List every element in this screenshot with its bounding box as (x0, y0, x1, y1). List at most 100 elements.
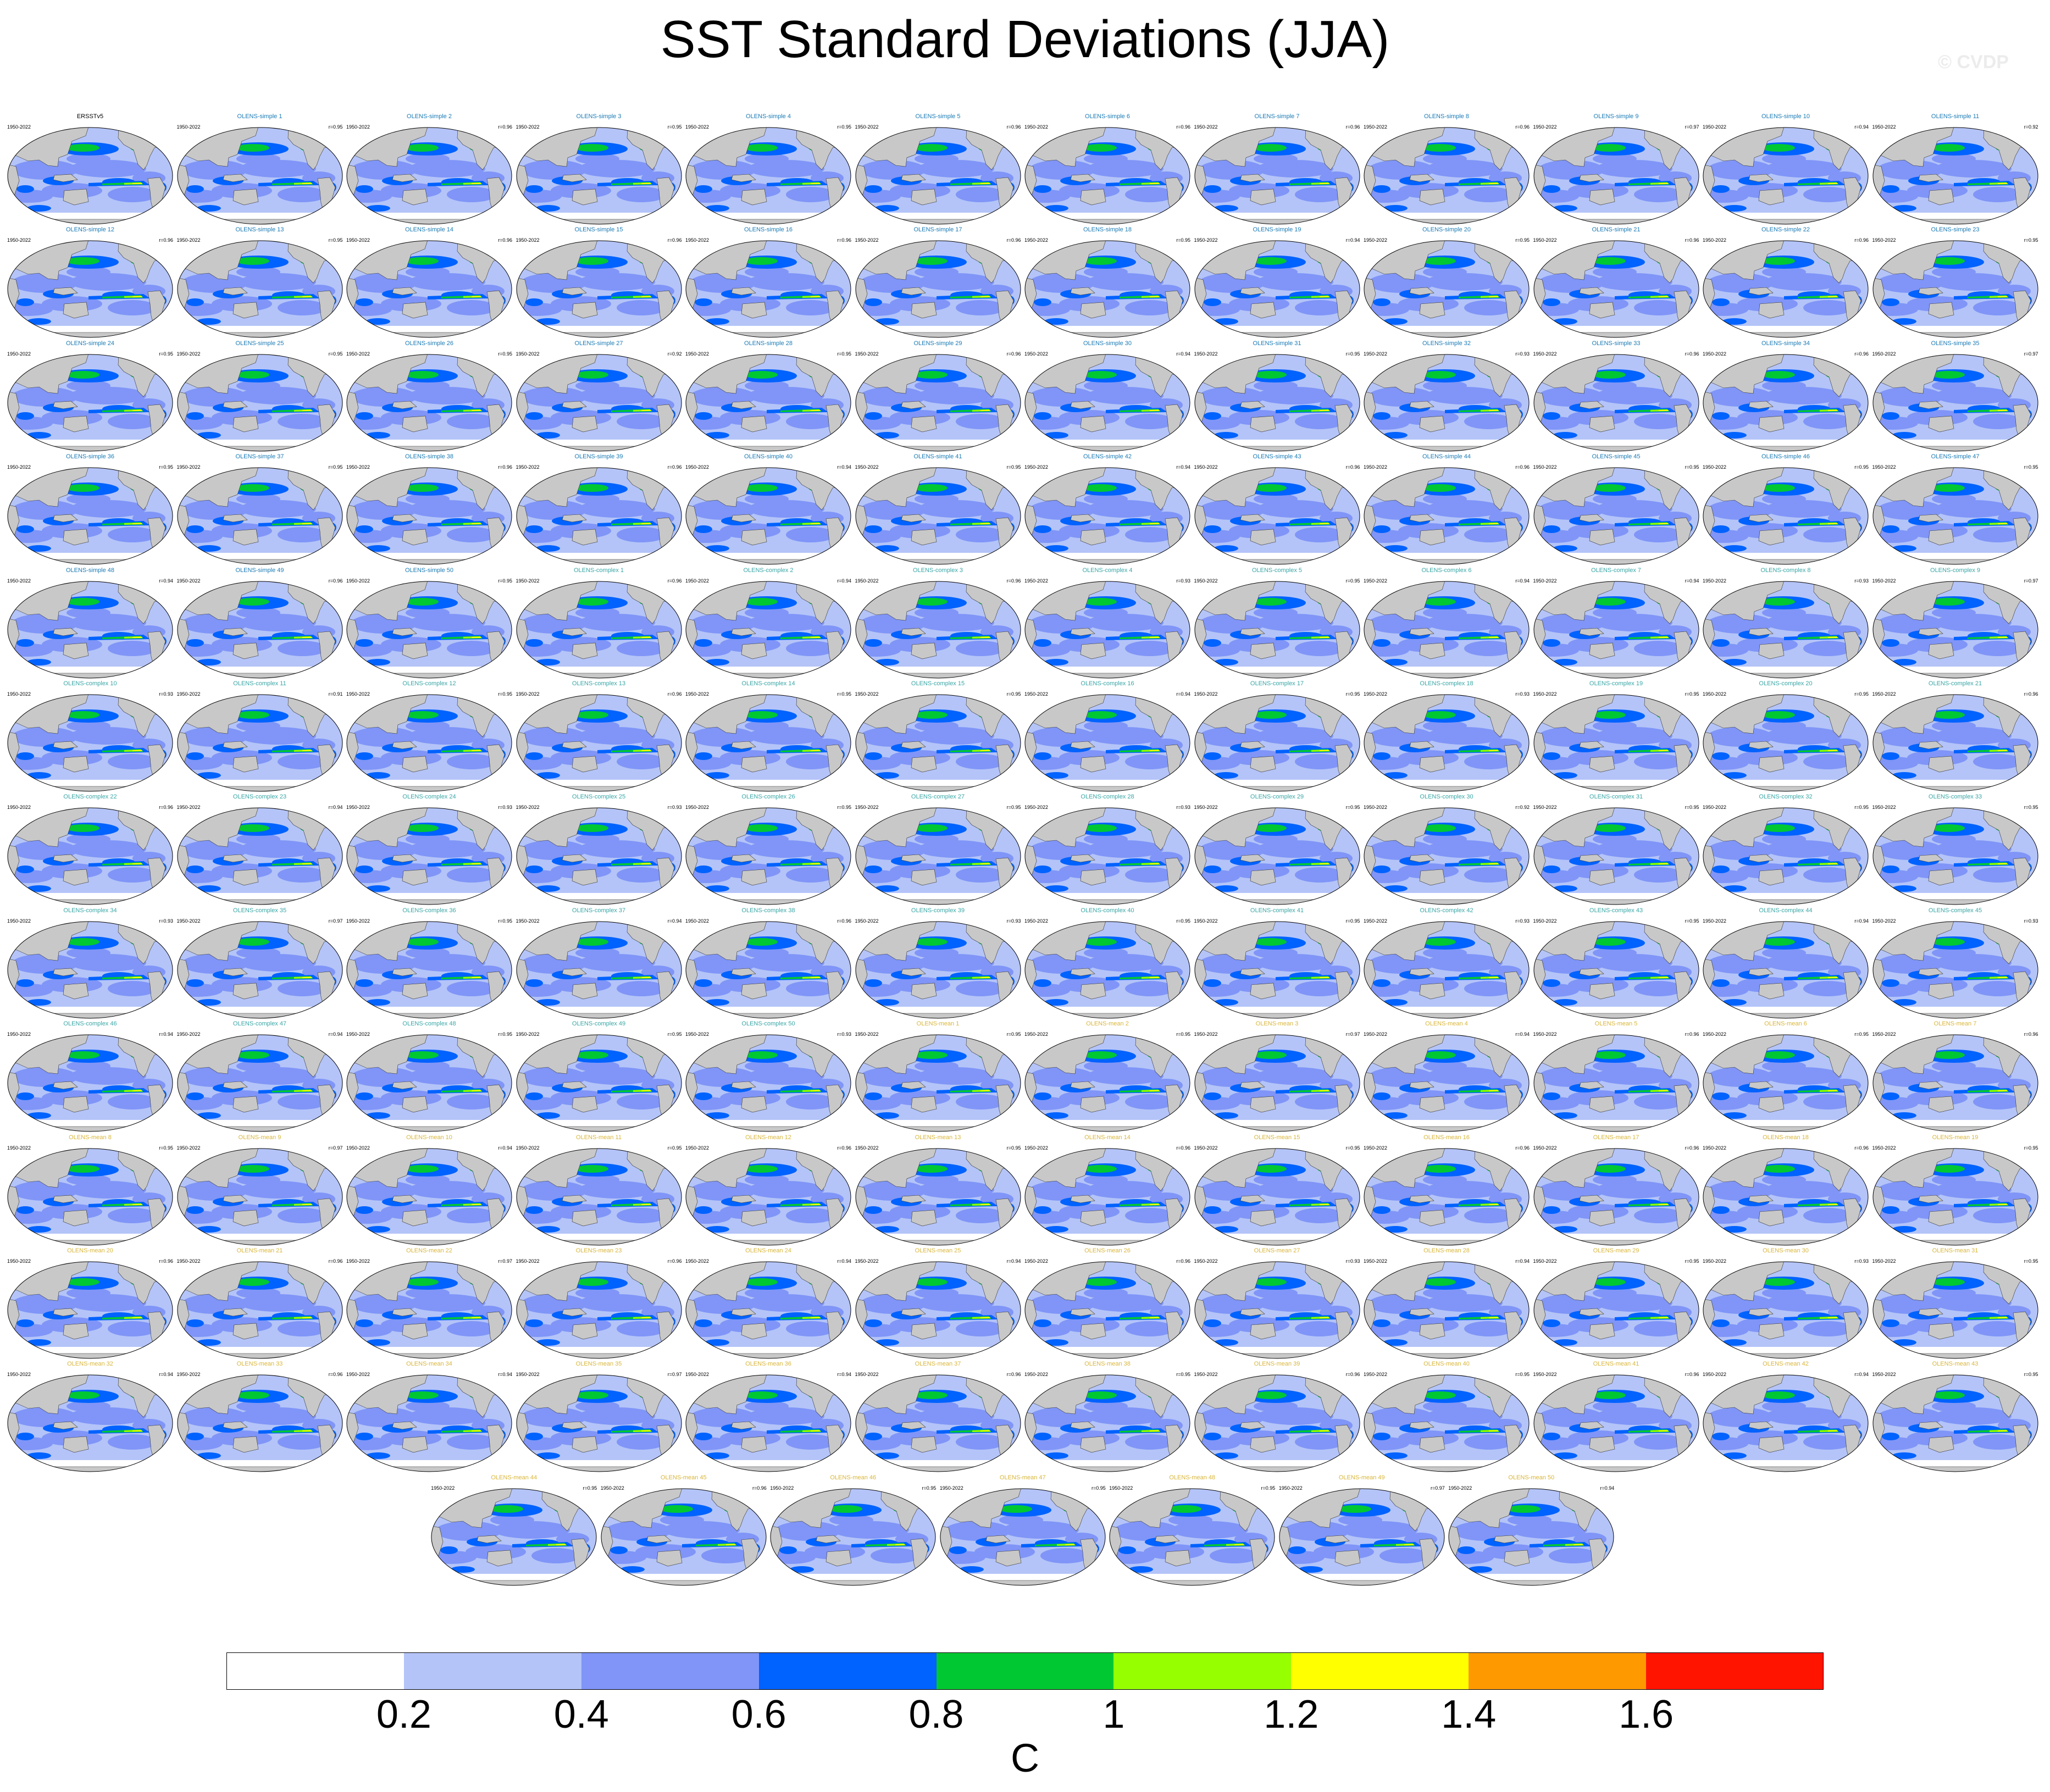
sst-contour-08-10 (236, 1051, 269, 1059)
sst-contour-04-06 (616, 867, 666, 883)
map-border (1024, 921, 1190, 1019)
sst-contour-06-08 (1553, 1339, 1577, 1346)
panel-title: OLENS-mean 5 (1594, 1020, 1638, 1028)
panel-title: OLENS-complex 27 (911, 794, 965, 801)
sst-contour-08-10 (406, 711, 439, 719)
sst-contour-08-10 (1423, 257, 1456, 265)
australia-continent (1928, 188, 1954, 206)
sst-map (1703, 354, 1869, 452)
antarctica-continent (516, 559, 682, 565)
panel-period: 1950-2022 (1194, 237, 1218, 243)
panel-period: 1950-2022 (7, 237, 31, 243)
sst-contour-08-10 (1084, 597, 1117, 606)
sst-map (1364, 1034, 1530, 1132)
sst-panel: OLENS-complex 38 1950-2022 r=0.96 (684, 907, 852, 1021)
antarctica-continent (1533, 1013, 1699, 1018)
panel-title: OLENS-complex 2 (743, 567, 794, 574)
sst-panel: OLENS-mean 4 1950-2022 r=0.94 (1362, 1020, 1531, 1134)
map-border (1194, 354, 1360, 452)
panel-title: OLENS-simple 13 (235, 226, 284, 234)
sst-contour-08-10 (1253, 711, 1287, 719)
maritime-continent (562, 968, 587, 977)
sst-contour-04-06 (1762, 834, 1806, 845)
cold-tongue-12-14 (1319, 750, 1329, 751)
sst-contour-06-08 (1044, 431, 1068, 439)
australia-continent (402, 983, 428, 1000)
panel-title: OLENS-complex 30 (1420, 794, 1473, 801)
cold-tongue-12-14 (1489, 1317, 1499, 1318)
sst-contour-06-08 (695, 185, 712, 193)
sst-panel: OLENS-mean 36 1950-2022 r=0.94 (684, 1360, 852, 1474)
sst-contour-04-06 (1125, 980, 1174, 996)
sst-contour-04-06 (1973, 867, 2023, 883)
panel-correlation: r=0.97 (328, 918, 343, 924)
sst-contour-08-10 (1592, 370, 1626, 379)
sst-contour-08-10 (745, 937, 778, 946)
sst-map (1024, 1261, 1190, 1359)
panel-title: OLENS-mean 8 (69, 1134, 112, 1141)
australia-continent (911, 302, 937, 319)
cold-tongue-12-14 (1997, 296, 2008, 298)
panel-title: OLENS-simple 39 (574, 453, 623, 461)
antarctica-continent (1194, 1240, 1360, 1245)
sst-panel: OLENS-complex 40 1950-2022 r=0.95 (1023, 907, 1192, 1021)
sst-panel: OLENS-simple 22 1950-2022 r=0.96 (1702, 226, 1870, 340)
sst-map (1533, 354, 1699, 452)
sst-panel: OLENS-mean 45 1950-2022 r=0.96 (600, 1474, 768, 1588)
sst-contour-06-08 (1892, 1452, 1916, 1460)
cold-tongue-12-14 (1997, 636, 2008, 638)
australia-continent (232, 302, 258, 319)
panel-period: 1950-2022 (1703, 124, 1727, 130)
maritime-continent (1918, 287, 1943, 296)
panel-title: OLENS-complex 18 (1420, 680, 1473, 687)
map-border (685, 694, 851, 792)
sst-map (1533, 1148, 1699, 1246)
sst-contour-08-10 (575, 597, 608, 606)
antarctica-continent (1194, 1353, 1360, 1358)
panel-correlation: r=0.95 (159, 351, 173, 357)
panel-correlation: r=0.95 (1854, 805, 1869, 811)
panel-title: OLENS-simple 28 (744, 340, 793, 347)
sst-contour-06-08 (1542, 1206, 1560, 1214)
panel-period: 1950-2022 (1364, 464, 1388, 470)
sst-contour-08-10 (914, 1391, 948, 1400)
antarctica-continent (8, 1467, 173, 1472)
sst-contour-04-06 (236, 153, 280, 164)
sst-contour-06-08 (864, 866, 882, 874)
sst-map (601, 1488, 767, 1586)
map-border (1872, 240, 2038, 338)
sst-map (7, 694, 173, 792)
sst-contour-06-08 (27, 772, 51, 779)
antarctica-continent (516, 1353, 682, 1358)
sst-contour-08-10 (1084, 1391, 1117, 1400)
panel-title: ERSSTv5 (76, 113, 104, 120)
sst-contour-08-10 (67, 597, 99, 606)
sst-map (685, 1148, 851, 1246)
sst-contour-06-08 (1553, 431, 1577, 439)
sst-map (1533, 581, 1699, 679)
sst-map (855, 1034, 1021, 1132)
cold-tongue-12-14 (472, 977, 481, 978)
panel-correlation: r=0.95 (837, 124, 851, 130)
sst-map (516, 1374, 682, 1472)
panel-title: OLENS-simple 3 (576, 113, 622, 120)
sst-map (1024, 581, 1190, 679)
panel-correlation: r=0.95 (2024, 237, 2038, 243)
sst-contour-08-10 (406, 1051, 439, 1059)
sst-contour-04-06 (1294, 300, 1344, 316)
sst-panel: OLENS-simple 28 1950-2022 r=0.95 (684, 340, 852, 454)
sst-panel: OLENS-mean 14 1950-2022 r=0.96 (1023, 1134, 1192, 1248)
sst-contour-08-10 (1253, 1278, 1287, 1286)
sst-map (1024, 1374, 1190, 1472)
sst-map (1872, 467, 2038, 565)
sst-map (1364, 240, 1530, 338)
panel-period: 1950-2022 (1533, 464, 1557, 470)
maritime-continent (901, 628, 926, 636)
sst-contour-08-10 (1423, 370, 1456, 379)
sst-contour-06-08 (695, 1433, 712, 1441)
maritime-continent (1070, 287, 1095, 296)
cold-tongue-12-14 (132, 863, 142, 865)
sst-map (1872, 581, 2038, 679)
australia-continent (1250, 756, 1276, 773)
sst-contour-04-06 (1084, 947, 1128, 958)
